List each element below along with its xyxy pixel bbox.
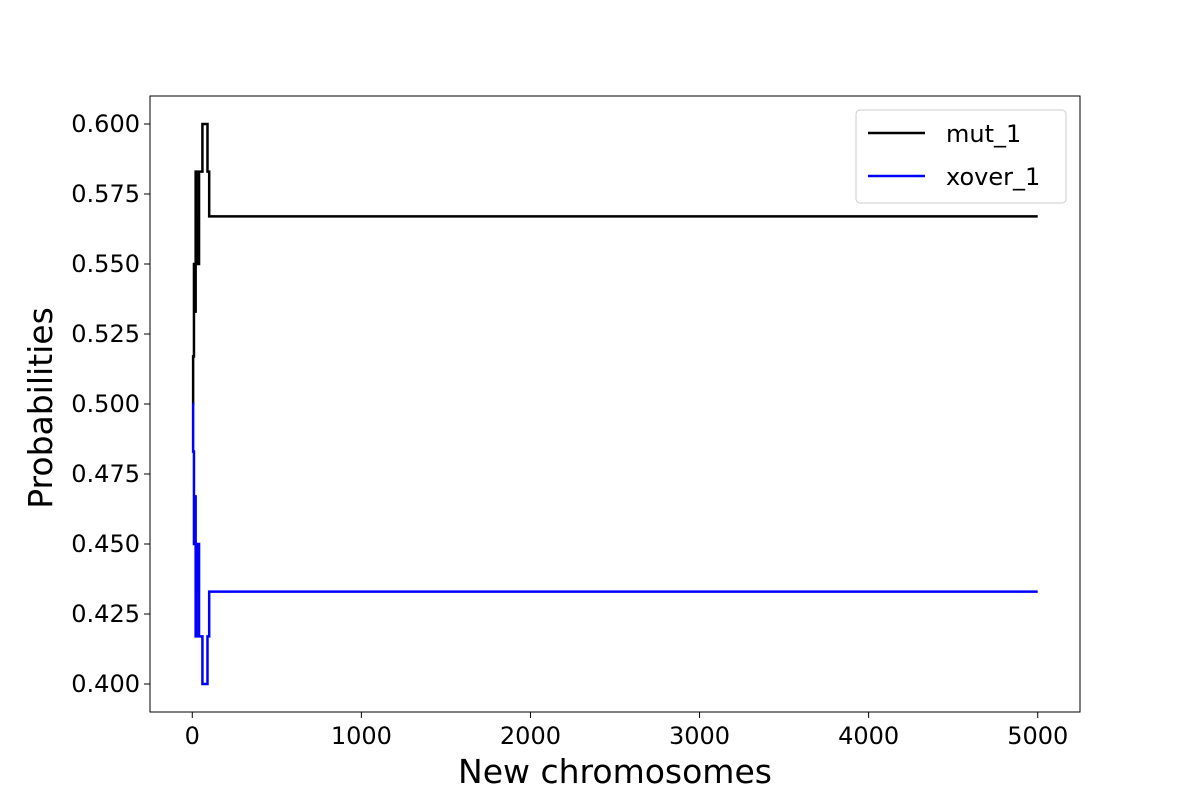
series-layer [191,122,1038,686]
x-tick-label: 1000 [331,722,392,750]
y-tick-label: 0.450 [71,530,140,558]
legend: mut_1 xover_1 [855,109,1067,204]
y-tick-label: 0.400 [71,670,140,698]
y-tick-label: 0.525 [71,320,140,348]
x-tick-label: 5000 [1007,722,1068,750]
series-line-xover_1 [191,402,1038,686]
x-tick-label: 2000 [500,722,561,750]
x-tick-label: 0 [185,722,200,750]
x-axis: 0 1000 2000 3000 4000 5000 [185,712,1068,750]
y-tick-label: 0.600 [71,110,140,138]
y-tick-label: 0.550 [71,250,140,278]
x-tick-label: 4000 [838,722,899,750]
x-tick-label: 3000 [669,722,730,750]
x-axis-title: New chromosomes [458,752,772,791]
legend-label: mut_1 [946,120,1021,148]
y-tick-label: 0.500 [71,390,140,418]
y-tick-label: 0.575 [71,180,140,208]
y-axis: 0.400 0.425 0.450 0.475 0.500 0.525 0.550 0.575… [71,110,150,698]
y-axis-title: Probabilities [21,307,60,509]
y-tick-label: 0.425 [71,600,140,628]
legend-label: xover_1 [946,163,1040,191]
y-tick-label: 0.475 [71,460,140,488]
series-line-mut_1 [191,122,1038,406]
